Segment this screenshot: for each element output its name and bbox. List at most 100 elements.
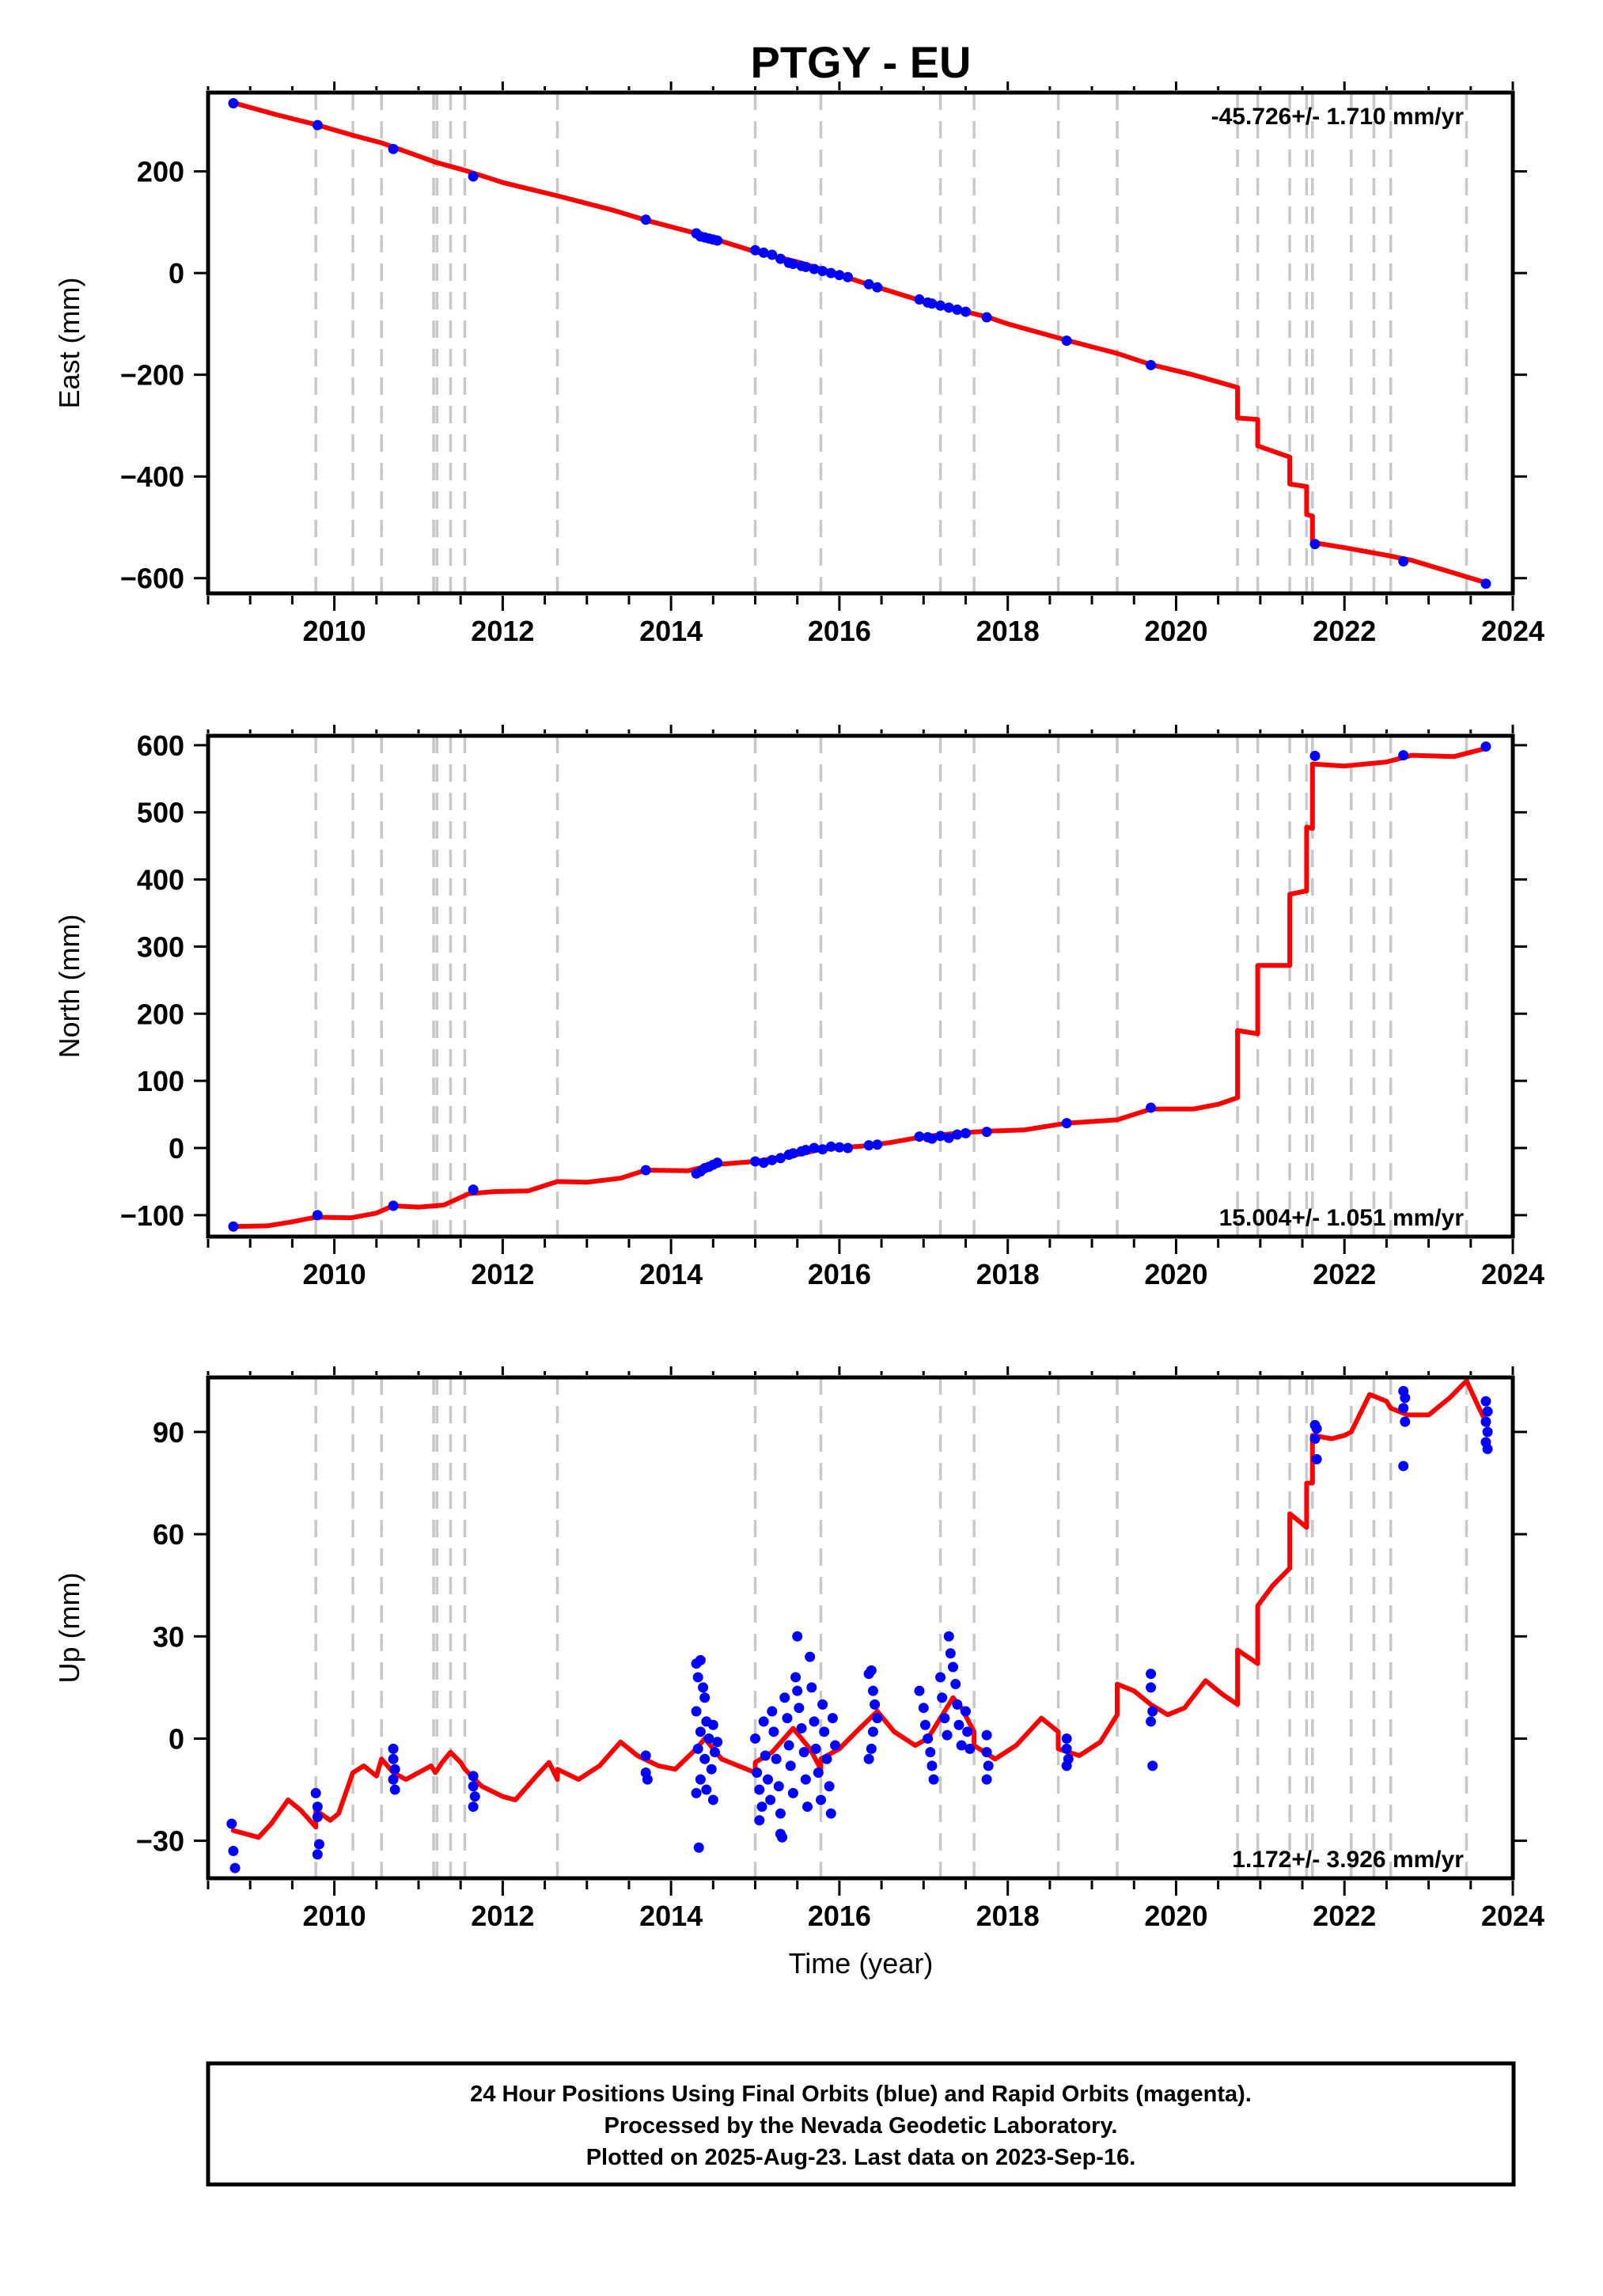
up-data-point [468, 1781, 479, 1792]
up-panel: 2010 2012 2014 2016 2018 2020 2022 2024 −30 0 30 60… [53, 1366, 1544, 1932]
north-data-point [952, 1129, 963, 1140]
east-x-tick-label: 2020 [1144, 615, 1207, 647]
east-x-tick-label: 2022 [1313, 615, 1376, 647]
east-x-tick-label: 2010 [303, 615, 366, 647]
north-x-tick-label: 2024 [1481, 1258, 1544, 1290]
up-data-point [1398, 1403, 1409, 1414]
north-data-point [1398, 750, 1409, 761]
up-data-point [1311, 1423, 1322, 1434]
up-data-point [312, 1849, 323, 1860]
east-data-point [800, 261, 811, 272]
north-y-tick-label: 400 [137, 864, 184, 896]
up-model-line [230, 1378, 1491, 1840]
up-data-point [962, 1726, 973, 1737]
up-x-tick-label: 2014 [639, 1900, 703, 1932]
up-data-point [469, 1791, 480, 1802]
north-data-point [312, 1210, 323, 1221]
up-data-point [765, 1794, 776, 1805]
north-data-point [809, 1142, 820, 1154]
up-data-point [981, 1774, 992, 1785]
up-data-point [642, 1774, 653, 1785]
up-data-point [707, 1719, 718, 1730]
north-data-point [872, 1139, 883, 1150]
up-data-point [817, 1699, 828, 1710]
up-data-point [1311, 1453, 1322, 1464]
up-data-point [825, 1808, 836, 1819]
east-data-point [750, 244, 761, 256]
up-data-point [1482, 1406, 1493, 1417]
up-data-point [872, 1713, 883, 1724]
up-data-point [782, 1713, 793, 1724]
up-data-point [927, 1760, 938, 1771]
up-data-point [1482, 1426, 1493, 1438]
up-data-point [925, 1747, 936, 1758]
up-data-point [800, 1774, 811, 1785]
up-data-point [1309, 1434, 1321, 1445]
east-x-tick-label: 2014 [639, 615, 703, 647]
up-x-tick-label: 2020 [1144, 1900, 1207, 1932]
north-data-point [800, 1145, 811, 1156]
east-data-point [863, 278, 874, 290]
up-y-axis-label: Up (mm) [53, 1573, 85, 1684]
up-data-point [942, 1730, 953, 1741]
east-data-point [388, 143, 399, 154]
up-data-point [750, 1733, 761, 1744]
up-y-tick-label: 60 [153, 1518, 184, 1551]
up-data-point [810, 1743, 821, 1754]
up-data-point [815, 1794, 826, 1805]
east-data-point [758, 247, 769, 258]
east-data-point [960, 306, 971, 317]
up-data-point [229, 1862, 241, 1874]
up-data-point [983, 1760, 994, 1771]
north-data-point [388, 1200, 399, 1211]
up-x-tick-label: 2016 [808, 1900, 871, 1932]
up-data-point [762, 1774, 773, 1785]
east-data-point [872, 282, 883, 293]
north-y-tick-label: 100 [137, 1065, 184, 1097]
up-data-point [792, 1685, 803, 1696]
east-data-point [1309, 539, 1321, 550]
up-data-point [981, 1730, 992, 1741]
north-y-tick-label: 300 [137, 930, 184, 963]
east-data-point [1061, 335, 1072, 347]
up-data-point [867, 1726, 878, 1737]
north-data-point [1061, 1118, 1072, 1129]
north-data-point [843, 1142, 854, 1154]
north-rate-label: 15.004+/- 1.051 mm/yr [1219, 1205, 1465, 1231]
up-data-point [1146, 1716, 1157, 1727]
north-x-tick-label: 2022 [1313, 1258, 1376, 1290]
up-data-point [468, 1771, 479, 1782]
up-data-point [806, 1682, 817, 1693]
up-data-point [923, 1733, 934, 1744]
east-data-point [943, 302, 954, 313]
up-data-point [918, 1703, 929, 1714]
up-data-point [692, 1672, 703, 1683]
up-data-point [794, 1703, 805, 1714]
footer-line-2: Processed by the Nevada Geodetic Laborat… [604, 2113, 1118, 2139]
up-data-point [389, 1764, 400, 1775]
up-data-point [802, 1802, 813, 1813]
up-y-tick-label: −30 [136, 1825, 184, 1858]
east-data-point [787, 259, 798, 270]
north-data-point [750, 1156, 761, 1167]
east-data-point [1480, 578, 1491, 589]
up-data-point [914, 1685, 925, 1696]
up-data-point [792, 1631, 803, 1642]
east-data-point [312, 119, 323, 131]
up-data-point [691, 1787, 702, 1798]
north-data-point [1480, 741, 1491, 752]
up-data-point [964, 1743, 976, 1754]
up-data-point [699, 1753, 711, 1764]
north-x-tick-label: 2010 [303, 1258, 366, 1290]
north-panel: 2010 2012 2014 2016 2018 2020 2022 2024 −100 0 100… [53, 725, 1544, 1290]
north-data-point [935, 1131, 946, 1142]
up-data-point [701, 1784, 712, 1795]
east-data-point [935, 300, 946, 311]
up-data-point [960, 1706, 971, 1717]
up-data-point [1480, 1416, 1491, 1427]
up-data-point [693, 1842, 704, 1853]
up-data-point [1147, 1706, 1158, 1717]
up-data-point [783, 1740, 794, 1751]
up-data-point [981, 1747, 992, 1758]
